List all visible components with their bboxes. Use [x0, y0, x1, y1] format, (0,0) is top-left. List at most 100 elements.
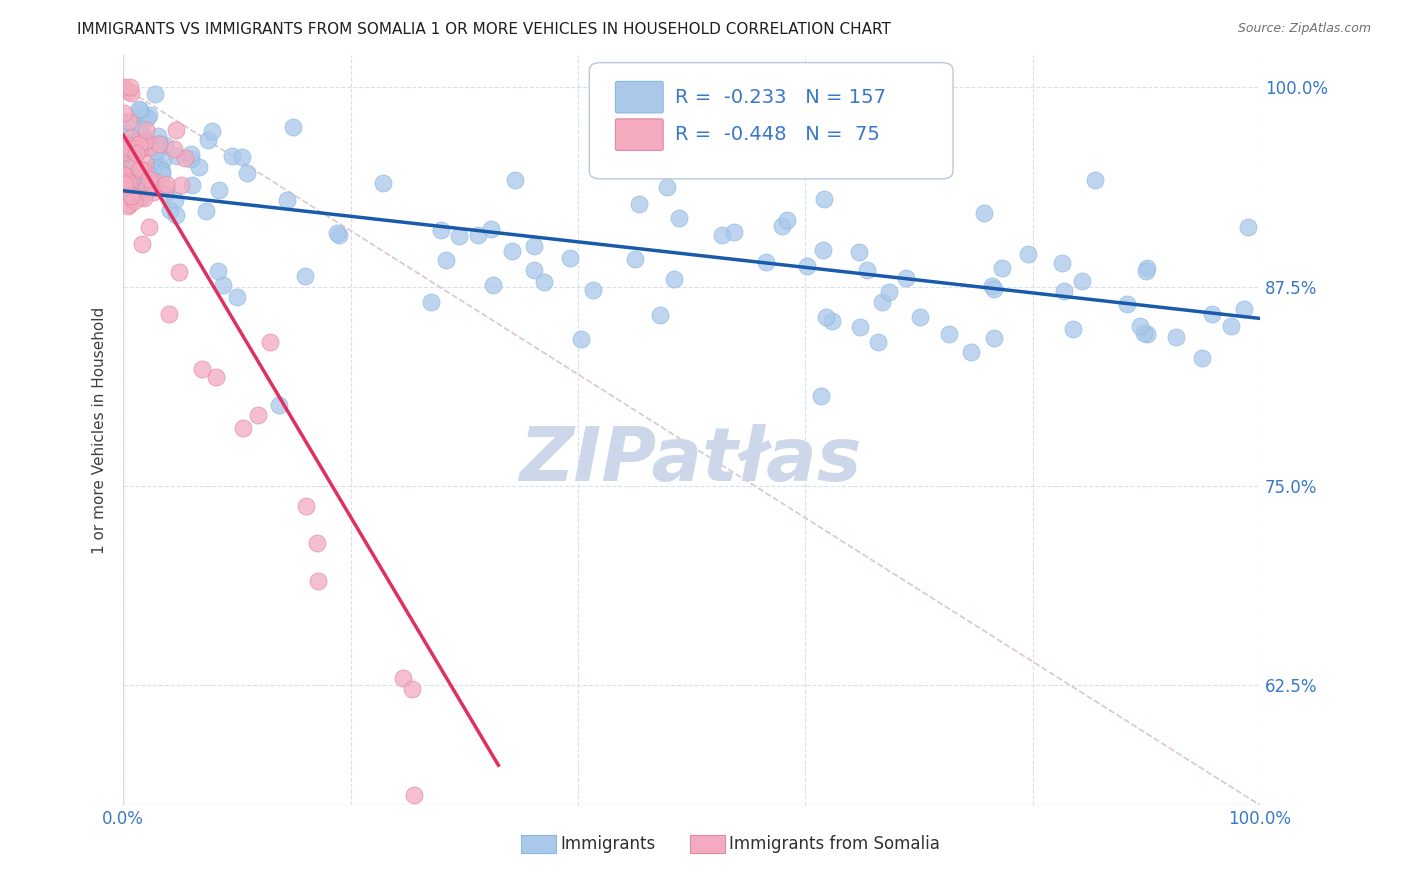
Text: Immigrants from Somalia: Immigrants from Somalia: [730, 835, 941, 853]
Point: [1115, 297, 1137, 311]
FancyBboxPatch shape: [589, 62, 953, 179]
Point: [131, 184, 153, 198]
Point: [118, 175, 141, 189]
Point: [131, 190, 153, 204]
Point: [456, 859, 478, 873]
Point: [114, 169, 136, 184]
Point: [138, 172, 160, 186]
Point: [124, 142, 146, 156]
Point: [143, 87, 166, 101]
Point: [128, 102, 150, 116]
Point: [141, 180, 163, 194]
Text: R =  -0.233   N = 157: R = -0.233 N = 157: [675, 87, 886, 107]
Point: [128, 137, 150, 152]
Point: [129, 127, 152, 141]
Point: [191, 362, 214, 376]
Point: [207, 264, 229, 278]
Point: [153, 137, 176, 152]
Point: [114, 168, 136, 182]
Point: [129, 137, 152, 152]
Point: [392, 671, 415, 685]
Point: [146, 141, 169, 155]
Point: [180, 146, 202, 161]
Point: [132, 191, 155, 205]
Point: [134, 176, 156, 190]
Point: [114, 161, 136, 175]
Text: Source: ZipAtlas.com: Source: ZipAtlas.com: [1237, 22, 1371, 36]
Text: ZIPatłas: ZIPatłas: [520, 424, 863, 497]
Point: [134, 134, 156, 148]
Point: [128, 144, 150, 158]
Point: [118, 114, 141, 128]
Point: [307, 574, 329, 588]
Point: [1166, 329, 1188, 343]
Point: [145, 157, 167, 171]
Point: [657, 180, 679, 194]
Point: [129, 103, 152, 117]
Point: [848, 244, 870, 259]
Point: [129, 121, 152, 136]
Point: [1191, 351, 1213, 365]
Point: [118, 161, 141, 176]
Point: [434, 252, 457, 267]
Point: [813, 192, 835, 206]
Point: [477, 818, 499, 832]
Point: [114, 80, 136, 95]
Point: [150, 167, 173, 181]
Point: [467, 228, 489, 243]
Point: [197, 133, 219, 147]
Point: [328, 227, 350, 242]
Point: [723, 225, 745, 239]
Point: [326, 226, 349, 240]
Point: [908, 310, 931, 324]
Point: [180, 178, 202, 193]
Point: [938, 326, 960, 341]
Point: [138, 108, 160, 122]
FancyBboxPatch shape: [616, 81, 664, 113]
Point: [849, 320, 872, 334]
Point: [770, 219, 793, 233]
Point: [120, 131, 142, 145]
Point: [132, 163, 155, 178]
Point: [668, 211, 690, 225]
Point: [232, 421, 254, 435]
Point: [710, 227, 733, 242]
Point: [983, 331, 1005, 345]
Point: [481, 277, 503, 292]
Point: [117, 175, 139, 189]
Point: [132, 130, 155, 145]
Point: [120, 188, 142, 202]
Point: [159, 202, 181, 217]
Point: [135, 180, 157, 194]
Point: [136, 111, 159, 125]
Point: [776, 213, 799, 227]
Point: [1053, 285, 1076, 299]
Point: [276, 193, 298, 207]
Point: [523, 263, 546, 277]
Point: [122, 194, 145, 208]
Point: [132, 109, 155, 123]
Point: [505, 173, 527, 187]
Point: [114, 126, 136, 140]
Point: [120, 160, 142, 174]
Point: [114, 172, 136, 186]
Point: [115, 154, 138, 169]
Point: [163, 142, 186, 156]
Point: [165, 208, 187, 222]
Point: [1050, 256, 1073, 270]
Point: [420, 295, 443, 310]
Point: [117, 199, 139, 213]
Point: [1136, 326, 1159, 341]
Point: [155, 186, 177, 200]
Point: [149, 160, 172, 174]
Point: [894, 270, 917, 285]
Point: [124, 146, 146, 161]
Point: [231, 150, 253, 164]
Point: [122, 162, 145, 177]
Point: [212, 278, 235, 293]
Point: [973, 206, 995, 220]
Point: [134, 137, 156, 152]
Point: [114, 145, 136, 160]
Point: [114, 148, 136, 162]
Point: [430, 222, 453, 236]
